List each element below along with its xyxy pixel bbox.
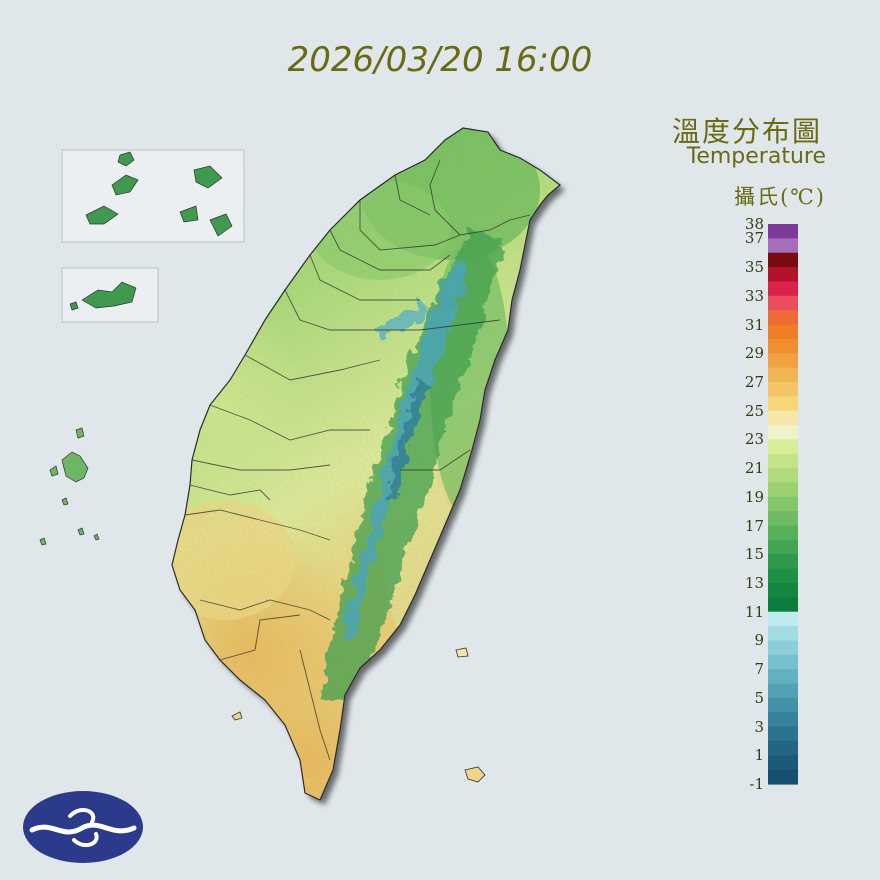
- legend-color-bin-5: [768, 697, 798, 713]
- legend-color-bin-26: [768, 396, 798, 412]
- temperature-legend-bar: [768, 224, 798, 785]
- legend-tick-label: 29: [744, 344, 764, 363]
- legend-tick-label: 9: [754, 631, 764, 650]
- legend-tick-label: 17: [744, 516, 764, 535]
- legend-tick-label: 35: [744, 258, 764, 277]
- legend-color-bin-36: [768, 252, 798, 268]
- legend-color-bin-9: [768, 640, 798, 656]
- legend-tick-label: 23: [744, 430, 764, 449]
- map-timestamp: 2026/03/20 16:00: [287, 40, 593, 80]
- legend-tick-label: 25: [744, 401, 764, 420]
- legend-tick-label: 33: [744, 286, 764, 305]
- legend-color-bin-7: [768, 669, 798, 685]
- green-island: [455, 647, 469, 658]
- legend-tick-label: 31: [744, 315, 764, 334]
- legend-color-bin-16: [768, 539, 798, 555]
- legend-color-bin-33: [768, 295, 798, 311]
- liuqiu-island: [231, 711, 243, 721]
- legend-color-bin-6: [768, 683, 798, 699]
- kinmen-inset: [61, 267, 159, 323]
- legend-color-bin-37: [768, 238, 798, 254]
- legend-color-bin-8: [768, 654, 798, 670]
- legend-tick-label: 19: [744, 487, 764, 506]
- legend-color-bin-18: [768, 511, 798, 527]
- legend-color-bin-0: [768, 769, 798, 785]
- legend-color-bin-17: [768, 525, 798, 541]
- legend-color-bin-20: [768, 482, 798, 498]
- legend-tick-label: -1: [749, 775, 764, 793]
- legend-tick-label: 21: [744, 459, 764, 478]
- legend-tick-label: 13: [744, 573, 764, 592]
- legend-color-bin-27: [768, 381, 798, 397]
- legend-color-bin-19: [768, 496, 798, 512]
- legend-title-zh: 溫度分布圖: [671, 115, 822, 148]
- legend-color-bin-4: [768, 712, 798, 728]
- legend-tick-label: 27: [744, 372, 764, 391]
- legend-color-bin-29: [768, 353, 798, 369]
- legend-color-bin-15: [768, 554, 798, 570]
- legend-tick-label: 15: [744, 545, 764, 564]
- legend-color-bin-21: [768, 468, 798, 484]
- legend-unit: 攝氏(℃): [734, 185, 826, 209]
- legend-color-bin-32: [768, 310, 798, 326]
- cwa-logo-icon: [23, 791, 143, 863]
- orchid-island: [464, 766, 486, 783]
- legend-tick-label: 37: [744, 229, 764, 248]
- legend-color-bin-25: [768, 410, 798, 426]
- legend-tick-label: 11: [744, 602, 764, 621]
- legend-color-bin-12: [768, 597, 798, 613]
- legend-color-bin-22: [768, 453, 798, 469]
- legend-color-bin-34: [768, 281, 798, 297]
- legend-title-en: Temperature: [686, 144, 826, 169]
- penghu-islands: [39, 427, 100, 546]
- legend-color-bin-3: [768, 726, 798, 742]
- legend-color-bin-13: [768, 582, 798, 598]
- legend-color-bin-10: [768, 626, 798, 642]
- legend-tick-label: 3: [754, 717, 764, 736]
- legend-color-bin-31: [768, 324, 798, 340]
- legend-tick-label: 1: [754, 746, 764, 765]
- legend-color-bin-28: [768, 367, 798, 383]
- legend-color-bin-24: [768, 425, 798, 440]
- county-boundaries: [184, 159, 531, 761]
- legend-color-bin-2: [768, 740, 798, 756]
- legend-color-bin-1: [768, 755, 798, 771]
- legend-color-bin-11: [768, 611, 798, 627]
- legend-tick-label: 5: [754, 688, 764, 707]
- legend-color-bin-14: [768, 568, 798, 584]
- legend-color-bin-35: [768, 267, 798, 283]
- legend-color-bin-38: [768, 224, 798, 239]
- matsu-inset: [61, 149, 245, 243]
- legend-tick-label: 7: [754, 660, 764, 679]
- legend-tick-label: 38: [744, 215, 764, 233]
- legend-color-bin-23: [768, 439, 798, 455]
- legend-color-bin-30: [768, 338, 798, 354]
